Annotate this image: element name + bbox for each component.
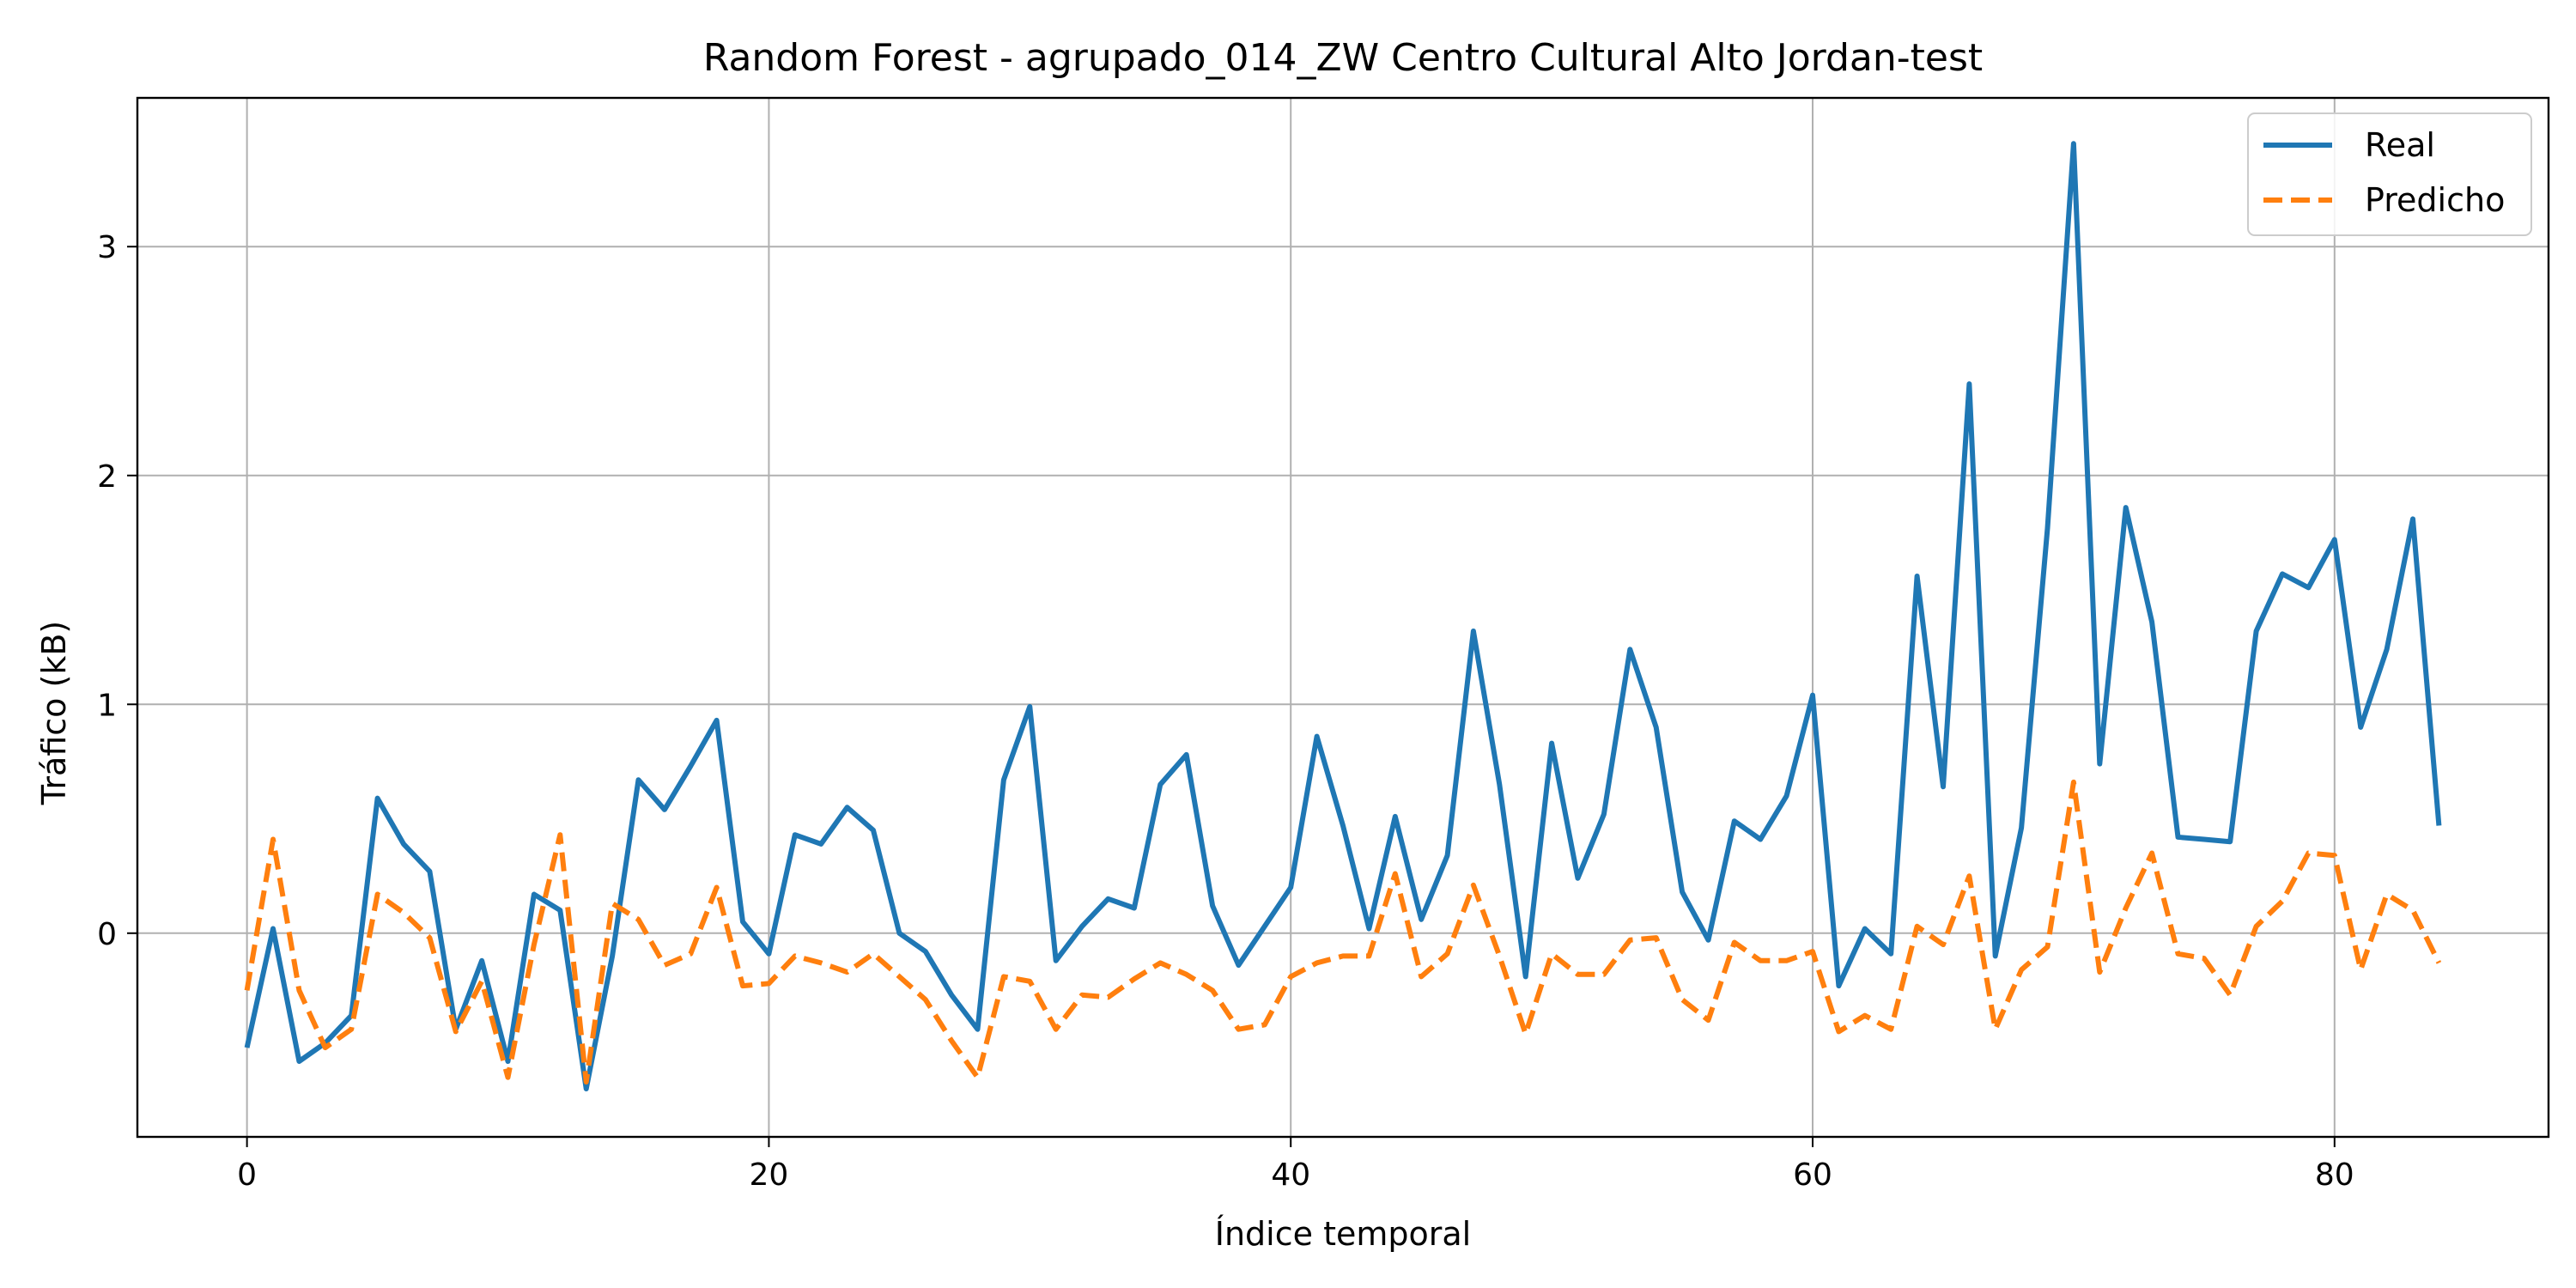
axis-ticks: 0 20 40 60 80 0 1 2 3 bbox=[97, 230, 2354, 1193]
x-axis-label: Índice temporal bbox=[1215, 1215, 1471, 1253]
series-line-real bbox=[244, 141, 2442, 1091]
y-tick-label: 3 bbox=[97, 230, 117, 265]
y-axis-label: Tráfico (kB) bbox=[35, 621, 73, 805]
series-line-predicho bbox=[244, 779, 2442, 1084]
y-tick-label: 2 bbox=[97, 459, 117, 495]
legend-label: Real bbox=[2365, 126, 2435, 164]
y-tick-label: 0 bbox=[97, 917, 117, 952]
series-layer bbox=[244, 141, 2442, 1091]
plot-frame bbox=[136, 96, 2550, 1139]
grid bbox=[137, 98, 2549, 1137]
legend: Real Predicho bbox=[2247, 112, 2532, 236]
x-tick-label: 60 bbox=[1793, 1157, 1832, 1193]
x-tick-label: 20 bbox=[750, 1157, 789, 1193]
y-tick-label: 1 bbox=[97, 688, 117, 723]
legend-label: Predicho bbox=[2365, 181, 2505, 219]
x-tick-label: 80 bbox=[2315, 1157, 2354, 1193]
x-tick-label: 40 bbox=[1271, 1157, 1310, 1193]
x-tick-label: 0 bbox=[237, 1157, 257, 1193]
chart-title: Random Forest - agrupado_014_ZW Centro C… bbox=[703, 36, 1983, 80]
